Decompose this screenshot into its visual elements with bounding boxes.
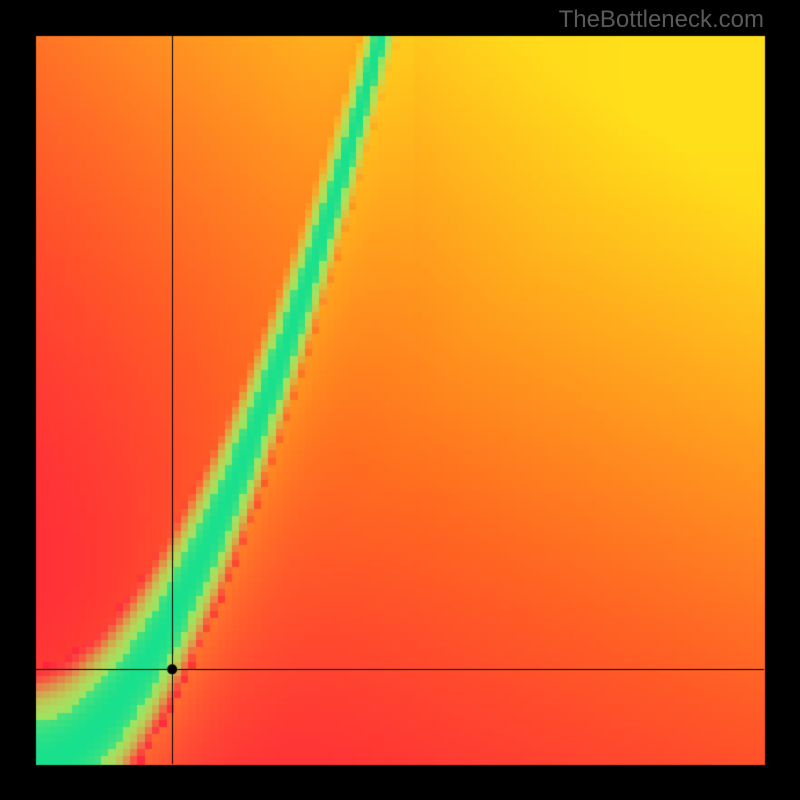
bottleneck-heatmap — [0, 0, 800, 800]
watermark-text: TheBottleneck.com — [559, 6, 764, 34]
chart-container: TheBottleneck.com — [0, 0, 800, 800]
